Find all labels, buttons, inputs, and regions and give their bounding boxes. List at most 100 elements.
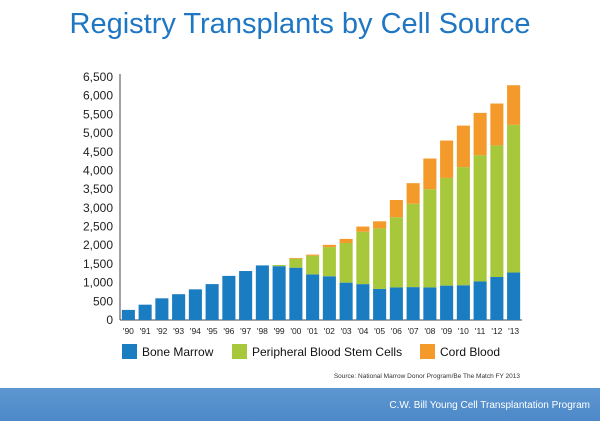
x-tick-label: '91 bbox=[140, 326, 151, 336]
y-tick-label: 5,500 bbox=[83, 107, 113, 121]
bar-segment bbox=[507, 124, 521, 273]
x-tick-label: '93 bbox=[173, 326, 184, 336]
bar-segment bbox=[507, 85, 521, 125]
bar-segment bbox=[255, 265, 269, 320]
bar-segment bbox=[155, 298, 169, 320]
bar-segment bbox=[356, 226, 370, 232]
bar-segment bbox=[473, 155, 487, 282]
x-tick-label: '03 bbox=[341, 326, 352, 336]
x-tick-label: '07 bbox=[408, 326, 419, 336]
x-tick-label: '94 bbox=[190, 326, 201, 336]
x-tick-label: '12 bbox=[491, 326, 502, 336]
bar-segment bbox=[389, 287, 403, 320]
x-tick-label: '10 bbox=[458, 326, 469, 336]
x-tick-label: '05 bbox=[374, 326, 385, 336]
bar-segment bbox=[121, 309, 135, 320]
x-tick-label: '09 bbox=[441, 326, 452, 336]
bar-segment bbox=[306, 255, 320, 275]
x-tick-label: '02 bbox=[324, 326, 335, 336]
source-note: Source: National Marrow Donor Program/Be… bbox=[333, 373, 520, 380]
y-tick-label: 6,500 bbox=[83, 70, 113, 84]
bar-segment bbox=[138, 304, 152, 320]
legend-label: Cord Blood bbox=[440, 345, 500, 359]
y-tick-label: 6,000 bbox=[83, 89, 113, 103]
bar-segment bbox=[373, 288, 387, 320]
y-tick-label: 1,500 bbox=[83, 257, 113, 271]
y-tick-label: 500 bbox=[93, 294, 113, 308]
footer-text: C.W. Bill Young Cell Transplantation Pro… bbox=[389, 400, 590, 411]
legend-swatch bbox=[232, 344, 247, 359]
bar-segment bbox=[222, 275, 236, 320]
y-axis: 0 500 1,000 1,500 2,000 2,500 3,000 3,500 4,000 4… bbox=[83, 70, 522, 327]
y-tick-label: 5,000 bbox=[83, 126, 113, 140]
bar-segment bbox=[456, 167, 470, 286]
bar-segment bbox=[440, 177, 454, 286]
bar-segment bbox=[456, 125, 470, 168]
legend-label: Peripheral Blood Stem Cells bbox=[252, 345, 402, 359]
x-tick-label: '06 bbox=[391, 326, 402, 336]
bar-segment bbox=[289, 257, 303, 259]
bars bbox=[121, 85, 521, 320]
bar-segment bbox=[289, 258, 303, 268]
bar-segment bbox=[356, 284, 370, 320]
bar-segment bbox=[440, 285, 454, 320]
bar-segment bbox=[406, 203, 420, 288]
bar-segment bbox=[322, 276, 336, 320]
y-tick-label: 4,500 bbox=[83, 145, 113, 159]
bar-segment bbox=[406, 183, 420, 204]
x-tick-label: '99 bbox=[274, 326, 285, 336]
bar-segment bbox=[440, 140, 454, 178]
bar-segment bbox=[322, 244, 336, 248]
bar-segment bbox=[356, 231, 370, 285]
bar-segment bbox=[306, 274, 320, 320]
y-tick-label: 2,000 bbox=[83, 238, 113, 252]
bar-segment bbox=[490, 277, 504, 320]
x-tick-label: '92 bbox=[156, 326, 167, 336]
footer-bar: C.W. Bill Young Cell Transplantation Pro… bbox=[0, 388, 600, 421]
x-tick-label: '01 bbox=[307, 326, 318, 336]
x-tick-label: '04 bbox=[357, 326, 368, 336]
x-tick-label: '11 bbox=[475, 326, 486, 336]
bar-segment bbox=[322, 247, 336, 277]
y-tick-label: 1,000 bbox=[83, 276, 113, 290]
x-tick-label: '90 bbox=[123, 326, 134, 336]
bar-segment bbox=[205, 284, 219, 320]
bar-segment bbox=[406, 287, 420, 320]
bar-segment bbox=[473, 281, 487, 320]
x-tick-label: '96 bbox=[223, 326, 234, 336]
bar-segment bbox=[473, 112, 487, 156]
legend-swatch bbox=[122, 344, 137, 359]
y-tick-label: 3,000 bbox=[83, 201, 113, 215]
bar-segment bbox=[339, 282, 353, 320]
y-tick-label: 4,000 bbox=[83, 163, 113, 177]
x-tick-label: '95 bbox=[207, 326, 218, 336]
bar-segment bbox=[490, 145, 504, 277]
bar-segment bbox=[490, 103, 504, 146]
bar-segment bbox=[339, 242, 353, 283]
bar-segment bbox=[389, 200, 403, 218]
chart: 0 500 1,000 1,500 2,000 2,500 3,000 3,500 4,000 4… bbox=[83, 70, 522, 359]
bar-segment bbox=[188, 289, 202, 320]
bar-segment bbox=[373, 228, 387, 289]
bar-segment bbox=[423, 189, 437, 288]
bar-segment bbox=[456, 285, 470, 320]
bar-segment bbox=[289, 267, 303, 320]
bar-segment bbox=[306, 254, 320, 256]
y-tick-label: 2,500 bbox=[83, 220, 113, 234]
y-tick-label: 3,500 bbox=[83, 182, 113, 196]
x-tick-label: '98 bbox=[257, 326, 268, 336]
x-axis: '90 '91 '92 '93 '94 '95 '96 '97 '98 '99 '00 '01 '02 '… bbox=[123, 326, 520, 336]
bar-segment bbox=[423, 287, 437, 320]
x-tick-label: '08 bbox=[424, 326, 435, 336]
bar-segment bbox=[339, 238, 353, 243]
bar-segment bbox=[239, 271, 253, 320]
bar-segment bbox=[272, 265, 286, 267]
bar-segment bbox=[389, 217, 403, 288]
legend-label: Bone Marrow bbox=[142, 345, 214, 359]
x-tick-label: '13 bbox=[508, 326, 519, 336]
x-tick-label: '00 bbox=[290, 326, 301, 336]
legend: Bone Marrow Peripheral Blood Stem Cells Co… bbox=[122, 344, 500, 359]
y-tick-label: 0 bbox=[106, 313, 113, 327]
bar-segment bbox=[423, 158, 437, 190]
bar-segment bbox=[507, 272, 521, 320]
